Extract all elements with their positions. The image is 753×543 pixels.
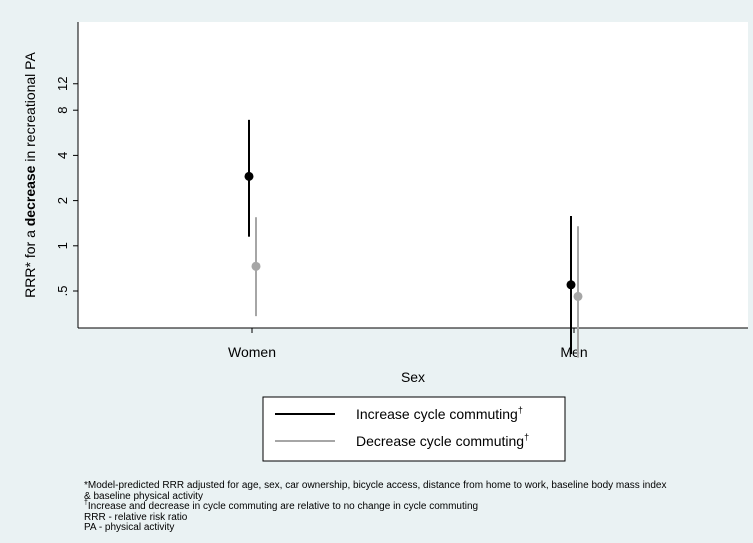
footnote-reference-text: Increase and decrease in cycle commuting… <box>87 501 479 512</box>
legend-label-increase-marker: † <box>518 405 523 415</box>
x-axis-ticks: Women Men <box>228 328 588 360</box>
legend-label-decrease: Decrease cycle commuting† <box>356 432 529 449</box>
plot-area <box>78 22 748 328</box>
footnote-reference-category: †Increase and decrease in cycle commutin… <box>84 499 752 513</box>
footnote-adjustment-continued: & baseline physical activity <box>84 490 203 502</box>
legend-label-increase-text: Increase cycle commuting <box>356 406 518 422</box>
estimate-point <box>573 291 583 301</box>
legend: Increase cycle commuting† Decrease cycle… <box>262 396 566 462</box>
y-axis-label-part-1: RRR* for a <box>22 226 38 298</box>
footnote-rrr: RRR - relative risk ratio <box>84 511 188 523</box>
y-tick-label: 12 <box>55 77 70 91</box>
legend-label-decrease-text: Decrease cycle commuting <box>356 433 524 449</box>
estimate-point <box>566 280 576 290</box>
data-marks <box>244 119 583 358</box>
footnote-dagger: † <box>84 499 88 507</box>
y-axis-label-emphasis: decrease <box>22 165 38 226</box>
y-tick-label: 1 <box>55 242 70 249</box>
footnote-adjustment: *Model-predicted RRR adjusted for age, s… <box>84 480 667 491</box>
x-tick-label: Women <box>228 344 276 360</box>
y-axis-label-part-3: in recreational PA <box>22 52 38 166</box>
y-tick-label: 4 <box>55 152 70 159</box>
footnotes: *Model-predicted RRR adjusted for age, s… <box>84 480 752 534</box>
x-tick-label: Men <box>560 344 587 360</box>
estimate-point <box>251 261 261 271</box>
y-axis-label: RRR* for a decrease in recreational PA <box>22 52 38 298</box>
legend-label-increase: Increase cycle commuting† <box>356 405 523 422</box>
estimate-point <box>244 171 254 181</box>
y-tick-label: 8 <box>55 107 70 114</box>
legend-box <box>262 396 566 462</box>
x-axis-label: Sex <box>401 369 425 385</box>
y-tick-label: .5 <box>55 286 70 297</box>
y-tick-label: 2 <box>55 197 70 204</box>
legend-label-decrease-marker: † <box>524 432 529 442</box>
footnote-pa: PA - physical activity <box>84 522 175 533</box>
